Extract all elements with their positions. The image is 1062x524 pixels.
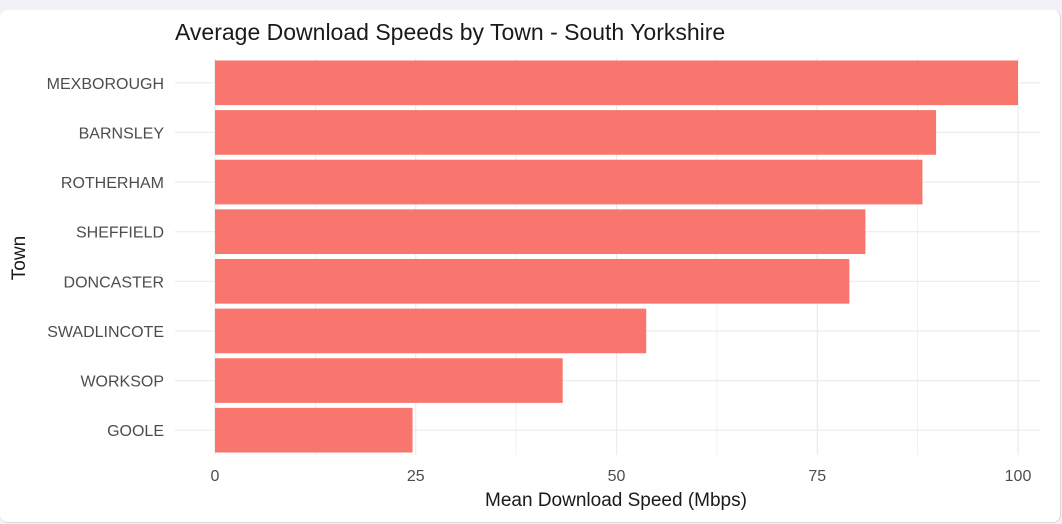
chart-title: Average Download Speeds by Town - South … [175, 19, 725, 45]
bar-sheffield [215, 209, 866, 255]
y-tick-label: SHEFFIELD [76, 225, 164, 242]
y-tick-label: ROTHERHAM [61, 175, 164, 192]
bar-barnsley [215, 110, 937, 155]
x-tick-label: 25 [407, 468, 425, 485]
y-tick-label: WORKSOP [80, 374, 164, 391]
bar-goole [215, 407, 413, 453]
bar-rotherham [215, 159, 923, 205]
x-tick-label: 75 [808, 468, 826, 485]
bar-doncaster [215, 258, 850, 304]
y-axis-label: Town [9, 236, 30, 280]
y-tick-label: BARNSLEY [79, 125, 165, 142]
y-tick-label: GOOLE [107, 423, 164, 440]
x-axis-label: Mean Download Speed (Mbps) [485, 490, 747, 511]
bar-layer [215, 60, 1018, 453]
y-tick-label: SWADLINCOTE [47, 324, 164, 341]
y-tick-label: DONCASTER [64, 274, 164, 291]
x-tick-label: 50 [608, 468, 626, 485]
x-tick-label: 0 [211, 468, 220, 485]
bar-swadlincote [215, 308, 647, 354]
bar-mexborough [215, 60, 1018, 106]
y-tick-labels: MEXBOROUGH BARNSLEY ROTHERHAM SHEFFIELD DONC… [47, 76, 165, 440]
x-tick-label: 100 [1005, 468, 1032, 485]
y-tick-label: MEXBOROUGH [47, 76, 164, 93]
x-tick-labels: 0 25 50 75 100 [211, 468, 1032, 485]
bar-worksop [215, 358, 563, 403]
